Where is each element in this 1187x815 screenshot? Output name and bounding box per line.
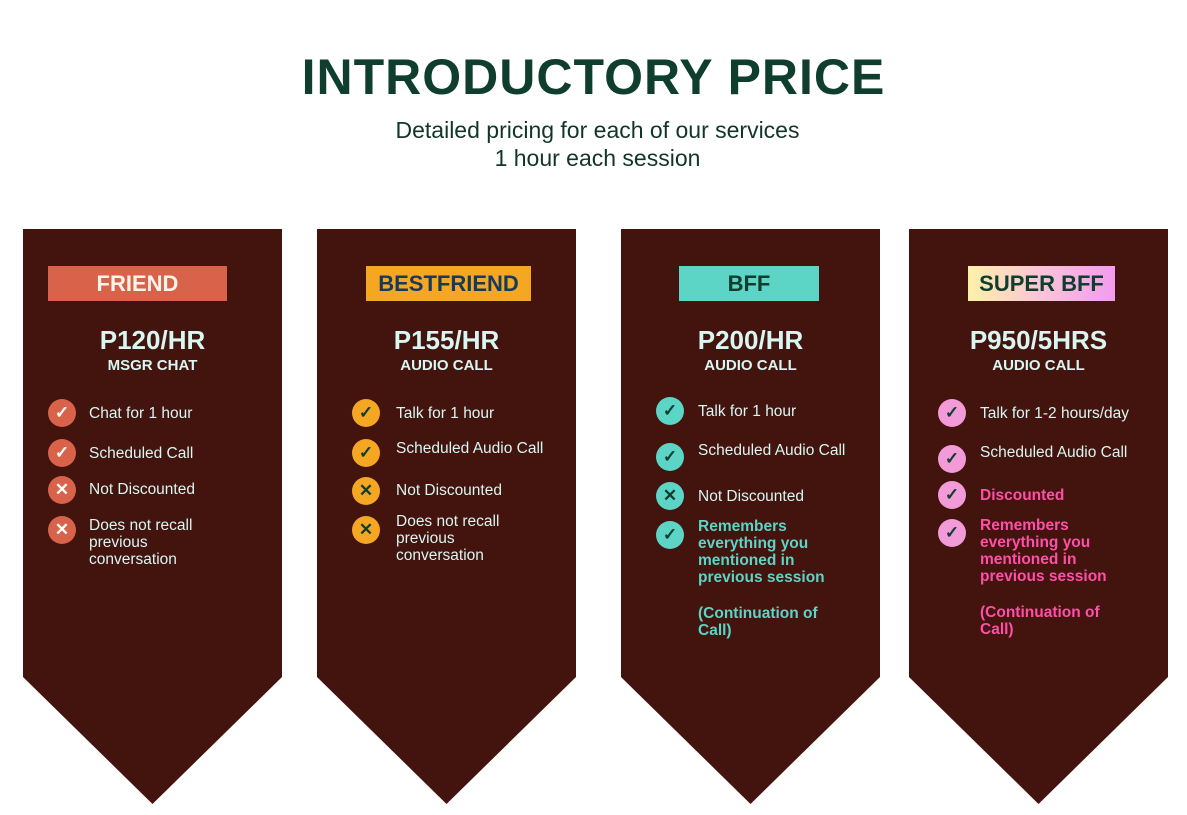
plan-type: AUDIO CALL <box>400 357 493 374</box>
feature-text: Chat for 1 hour <box>89 405 193 422</box>
x-icon: ✕ <box>48 476 76 504</box>
plan-type: AUDIO CALL <box>992 357 1085 374</box>
feature-text: Remembers everything you mentioned in pr… <box>698 518 825 586</box>
feature-text: Not Discounted <box>396 482 502 499</box>
feature-text: Does not recall previous conversation <box>396 513 500 564</box>
check-icon: ✓ <box>938 519 966 547</box>
check-icon: ✓ <box>938 445 966 473</box>
plan-price: P120/HR <box>99 325 206 355</box>
feature-text: Discounted <box>980 487 1065 504</box>
check-icon: ✓ <box>656 397 684 425</box>
check-icon: ✓ <box>352 439 380 467</box>
check-icon: ✓ <box>656 443 684 471</box>
check-icon: ✓ <box>352 399 380 427</box>
plan-price: P200/HR <box>697 325 804 355</box>
plan-price: P950/5HRS <box>969 325 1108 355</box>
page-subtitle: Detailed pricing for each of our service… <box>0 116 1187 172</box>
page-title: INTRODUCTORY PRICE <box>301 49 886 105</box>
plan-badge: BESTFRIEND <box>366 266 531 301</box>
feature-text: Talk for 1 hour <box>698 403 797 420</box>
feature-text: Does not recall previous conversation <box>89 517 193 568</box>
plan-type: AUDIO CALL <box>704 357 797 374</box>
feature-text: Scheduled Audio Call <box>698 442 846 459</box>
x-icon: ✕ <box>352 477 380 505</box>
x-icon: ✕ <box>352 516 380 544</box>
plan-type: MSGR CHAT <box>107 357 198 374</box>
x-icon: ✕ <box>656 482 684 510</box>
check-icon: ✓ <box>938 481 966 509</box>
check-icon: ✓ <box>938 399 966 427</box>
feature-text: Scheduled Call <box>89 445 194 462</box>
x-icon: ✕ <box>48 516 76 544</box>
feature-text: Talk for 1 hour <box>396 405 495 422</box>
check-icon: ✓ <box>48 399 76 427</box>
plan-card-bff: BFF P200/HR AUDIO CALL ✓ Talk for 1 hour… <box>621 229 880 804</box>
check-icon: ✓ <box>656 521 684 549</box>
plan-badge: FRIEND <box>48 266 227 301</box>
plan-badge: BFF <box>679 266 819 301</box>
subtitle-line-1: Detailed pricing for each of our service… <box>395 117 800 143</box>
plan-price: P155/HR <box>393 325 500 355</box>
plan-card-friend: FRIEND P120/HR MSGR CHAT ✓ Chat for 1 ho… <box>23 229 282 804</box>
feature-text: Scheduled Audio Call <box>980 444 1128 461</box>
check-icon: ✓ <box>48 439 76 467</box>
feature-text: Not Discounted <box>89 481 195 498</box>
feature-text: Remembers everything you mentioned in pr… <box>980 517 1107 585</box>
subtitle-line-2: 1 hour each session <box>494 145 701 171</box>
feature-text: Not Discounted <box>698 488 804 505</box>
feature-text: Talk for 1-2 hours/day <box>980 405 1130 422</box>
plan-note: (Continuation of Call) <box>980 604 1100 638</box>
plan-note: (Continuation of Call) <box>698 605 818 639</box>
plan-card-super-bff: SUPER BFF P950/5HRS AUDIO CALL ✓ Talk fo… <box>909 229 1168 804</box>
feature-text: Scheduled Audio Call <box>396 440 544 457</box>
plan-card-bestfriend: BESTFRIEND P155/HR AUDIO CALL ✓ Talk for… <box>317 229 576 804</box>
plan-badge: SUPER BFF <box>968 266 1115 301</box>
